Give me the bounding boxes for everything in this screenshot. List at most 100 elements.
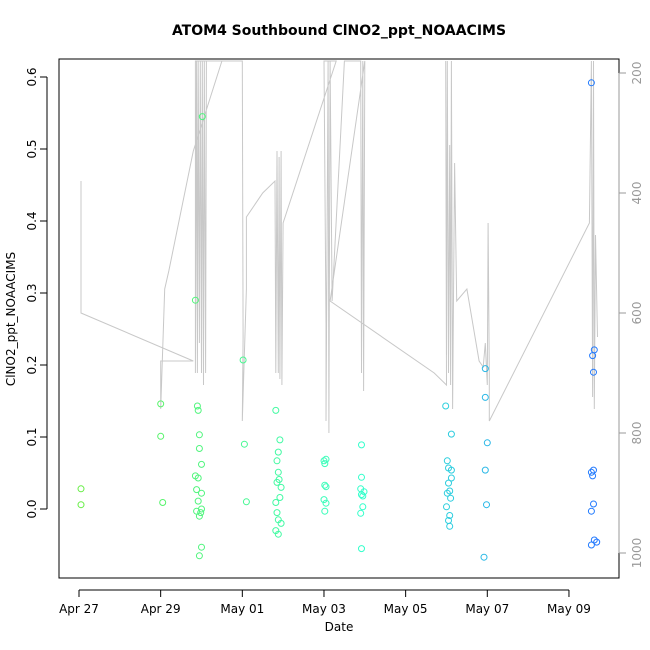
axes-layer: Apr 27 Apr 29 May 01 May 03 May 05 May 07 May … (25, 62, 644, 616)
altitude-track-layer (80, 60, 598, 434)
data-point (483, 501, 490, 509)
y2-tick-label: 400 (630, 182, 644, 205)
data-point (358, 545, 365, 553)
data-point (359, 503, 367, 511)
data-point (195, 431, 203, 439)
data-point (447, 494, 455, 502)
plot-frame (58, 58, 620, 579)
data-point (590, 500, 597, 508)
data-point (198, 113, 206, 121)
data-point (357, 509, 365, 517)
x-tick-label: May 01 (220, 602, 264, 616)
data-point (358, 491, 365, 499)
y-tick-label: 0.4 (25, 211, 39, 230)
data-point (197, 509, 205, 517)
data-point (273, 457, 281, 465)
data-point (481, 365, 489, 373)
data-point (274, 530, 282, 538)
data-point (445, 479, 452, 487)
y-tick-label: 0.2 (25, 355, 39, 374)
x-tick-label: May 05 (384, 602, 428, 616)
data-point (198, 489, 205, 497)
y2-tick-label: 200 (630, 62, 644, 85)
data-point (447, 474, 455, 482)
data-point (198, 543, 205, 551)
data-point (322, 483, 330, 491)
y2-tick-label: 1000 (630, 538, 644, 569)
data-point (195, 512, 203, 520)
data-point (242, 498, 250, 506)
y2-tick-label: 600 (630, 302, 644, 325)
data-point (159, 499, 167, 506)
data-point (358, 441, 365, 449)
data-point (443, 457, 451, 465)
data-point (194, 406, 202, 414)
data-point (480, 553, 488, 561)
y-tick-label: 0.6 (25, 67, 39, 86)
data-point (321, 481, 329, 489)
data-point (358, 473, 365, 481)
data-point (443, 489, 451, 497)
chart-title: ATOM4 Southbound ClNO2_ppt_NOAACIMS (172, 23, 506, 39)
data-point (193, 486, 201, 494)
data-point (447, 430, 455, 438)
data-point (593, 538, 601, 546)
data-point (193, 402, 201, 410)
y-axis-label: ClNO2_ppt_NOAACIMS (4, 252, 18, 386)
data-point (273, 509, 281, 517)
data-point (321, 507, 329, 515)
data-point (587, 507, 595, 515)
y2-tick-label: 800 (630, 422, 644, 445)
data-point (77, 501, 85, 509)
data-point (274, 448, 282, 456)
x-axis-label: Date (325, 620, 354, 634)
x-tick-label: May 09 (547, 602, 591, 616)
data-point (194, 497, 202, 505)
data-point (273, 478, 281, 486)
data-point (276, 494, 284, 501)
y-tick-label: 0.5 (25, 139, 39, 158)
data-point (446, 522, 454, 530)
data-points-layer (77, 79, 601, 561)
data-point (198, 460, 205, 468)
data-point (442, 402, 450, 410)
x-tick-label: May 03 (302, 602, 346, 616)
data-point (590, 368, 597, 376)
data-point (447, 466, 455, 474)
data-point (587, 79, 595, 87)
data-point (483, 439, 491, 447)
data-point (191, 296, 199, 304)
y-tick-label: 0.1 (25, 427, 39, 446)
data-point (481, 393, 489, 401)
data-point (587, 541, 595, 549)
data-point (322, 455, 330, 463)
data-point (589, 352, 597, 360)
x-tick-label: May 07 (465, 602, 509, 616)
data-point (274, 468, 282, 476)
data-point (240, 440, 248, 448)
x-tick-label: Apr 29 (141, 602, 181, 616)
data-point (481, 466, 489, 474)
altitude-track-line (80, 60, 598, 434)
y-tick-label: 0.0 (25, 499, 39, 518)
data-point (195, 445, 203, 452)
data-point (321, 460, 329, 468)
data-point (277, 483, 285, 491)
data-point (157, 400, 165, 408)
data-point (446, 487, 454, 495)
data-point (277, 519, 285, 527)
data-point (194, 474, 202, 482)
data-point (276, 436, 284, 444)
y-tick-label: 0.3 (25, 283, 39, 302)
data-point (272, 499, 280, 506)
data-point (320, 457, 328, 465)
data-point (587, 468, 595, 476)
data-point (446, 512, 454, 519)
data-point (272, 406, 280, 414)
data-point (320, 496, 328, 504)
data-point (589, 472, 597, 480)
data-point (157, 432, 165, 440)
data-point (359, 492, 367, 500)
data-point (77, 485, 85, 493)
